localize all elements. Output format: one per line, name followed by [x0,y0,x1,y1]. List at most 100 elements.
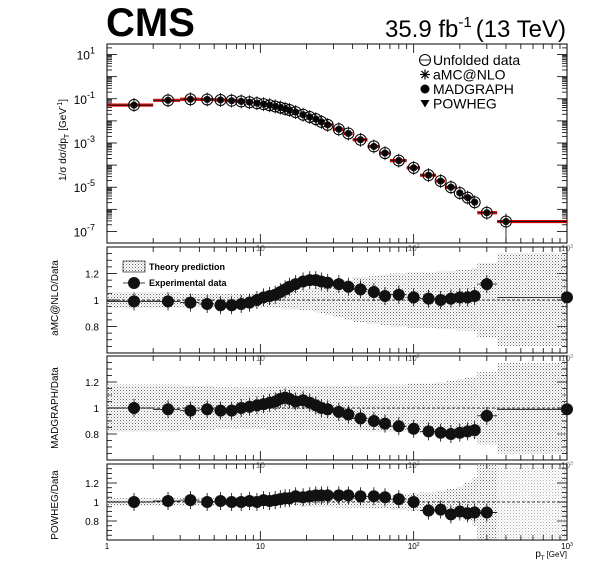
panel-x-tick-label: 103 [561,244,573,253]
ratio2-ratio-point [180,401,200,420]
ratio-marker [480,409,493,422]
data-point [434,174,447,189]
ratio2-band-bin [282,385,288,431]
ratio3-ratio-point [477,503,498,522]
ratio-marker [332,489,345,502]
legend-octagon-icon [420,84,430,94]
unfolded-data-marker [321,118,334,131]
unfolded-data-marker [201,93,214,106]
ratio-marker [444,428,457,440]
powheg-marker [456,190,463,196]
legend-entry-star: aMC@NLO [420,67,506,83]
data-point [214,92,227,107]
ratio-marker [354,490,367,503]
ratio-marker [162,403,175,416]
x-tick-base: 10 [561,461,570,470]
powheg-marker [410,165,417,171]
panel-x-tick-label: 103 [561,354,573,363]
ratio2-band-bin [436,382,445,434]
data-point [250,96,263,111]
ratio1-ratio-point [468,287,481,306]
main-y-tick-label: 10-5 [74,178,95,195]
lumi-value: 35.9 fb [385,16,458,43]
main-ylabel-bracket: ] [58,99,69,102]
powheg-marker [345,131,352,137]
powheg-marker [187,97,194,103]
powheg-marker [437,179,444,185]
experiment-label: CMS [106,1,195,45]
ratio1-ratio-point [367,283,380,302]
main-y-tick-exp: 1 [90,46,95,56]
ratio-marker [184,404,197,417]
ratio-marker [225,299,238,312]
ratio1-y-axis-label: aMC@NLO/Data [50,260,61,336]
powheg-marker [260,102,267,108]
x-tick-exp: 3 [570,354,573,360]
ratio-marker [422,292,435,305]
data-point [378,146,391,161]
powheg-marker [464,195,471,201]
ratio3-ratio-point [352,487,368,506]
ratio-marker [184,296,197,309]
ratio2-ratio-point [434,423,447,442]
x-label-unit: [GeV] [547,550,567,559]
ratio1-ratio-point [420,289,437,308]
powheg-marker [131,103,138,109]
ratio-marker [378,290,391,303]
ratio3-ratio-point [153,492,181,511]
ratio-marker [162,295,175,308]
legend-label: Unfolded data [433,52,520,68]
ratio-marker [201,496,214,508]
data-point [257,97,270,112]
powheg-marker [483,210,490,216]
ratio2-ratio-point [497,400,573,419]
data-point [367,139,380,154]
ratio1-ratio-point [497,288,573,307]
data-point [321,117,334,132]
legend-triangle-icon [420,100,430,108]
unfolded-data-marker [378,147,391,160]
ratio1-ratio-point [199,294,215,313]
ratio-marker [214,495,227,508]
main-ylabel-unit-exp: -1 [57,102,64,108]
powheg-marker [228,98,235,104]
x-tick-base: 10 [561,542,570,551]
legend-label: MADGRAPH [433,81,514,97]
x-tick-base: 1 [105,542,110,551]
unfolded-data-marker [434,175,447,188]
unfolded-data-marker [461,191,474,204]
ratio2-ratio-point [477,406,498,425]
ratio-marker [392,493,405,506]
ratio1-ratio-point [342,277,355,296]
ratio2-y-tick-label: 0.8 [85,430,99,441]
ratio2-ratio-point [225,401,238,420]
ratio-marker [367,490,380,503]
main-y-tick-exp: -5 [87,178,95,188]
powheg-marker [204,97,211,103]
data-point [199,92,215,107]
unfolded-data-marker [468,196,481,209]
ratio-panel-amcatnlo: 1.210.810 102 103 [85,246,573,363]
legend-label: aMC@NLO [433,67,506,83]
ratio-marker [444,292,457,305]
ratio3-ratio-point [332,486,345,505]
powheg-marker [395,158,402,164]
powheg-marker [217,97,224,103]
powheg-marker [324,122,331,128]
ratio2-ratio-point [214,401,227,420]
ratio3-ratio-point [420,501,437,520]
ratio3-y-axis-label: POWHEG/Data [50,470,61,540]
ratio3-ratio-point [406,493,421,511]
ratio-marker [407,496,420,508]
ratio-marker [434,294,447,306]
ratio2-ratio-point [468,421,481,440]
powheg-marker [292,110,299,116]
ratio-marker [342,489,355,502]
ratio2-y-tick-label: 1 [93,404,99,415]
ratio1-band-bin [312,288,319,312]
ratio3-ratio-point [321,486,334,505]
luminosity-label: 35.9 fb-1 (13 TeV) [385,14,566,43]
ratio-marker [378,491,391,504]
ratio2-band-bin [277,385,283,431]
ratio2-ratio-point [420,422,437,441]
